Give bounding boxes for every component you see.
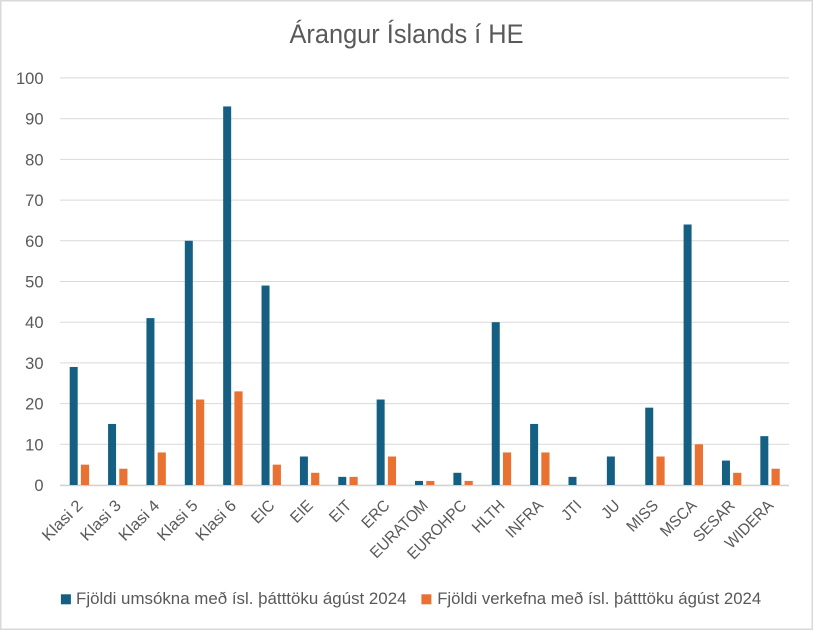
svg-text:40: 40 xyxy=(25,314,43,332)
svg-text:80: 80 xyxy=(25,151,43,169)
svg-text:70: 70 xyxy=(25,192,43,210)
svg-text:Árangur Íslands í HE: Árangur Íslands í HE xyxy=(290,19,524,49)
svg-text:50: 50 xyxy=(25,274,43,292)
svg-text:10: 10 xyxy=(25,436,43,454)
svg-text:Fjöldi verkefna með ísl. þáttt: Fjöldi verkefna með ísl. þátttöku ágúst … xyxy=(437,589,761,608)
svg-text:30: 30 xyxy=(25,355,43,373)
svg-text:100: 100 xyxy=(16,70,44,88)
svg-text:Fjöldi umsókna með ísl. þátttö: Fjöldi umsókna með ísl. þátttöku ágúst 2… xyxy=(76,589,407,608)
svg-text:60: 60 xyxy=(25,233,43,251)
svg-text:0: 0 xyxy=(34,477,43,495)
svg-text:20: 20 xyxy=(25,396,43,414)
svg-text:90: 90 xyxy=(25,111,43,129)
